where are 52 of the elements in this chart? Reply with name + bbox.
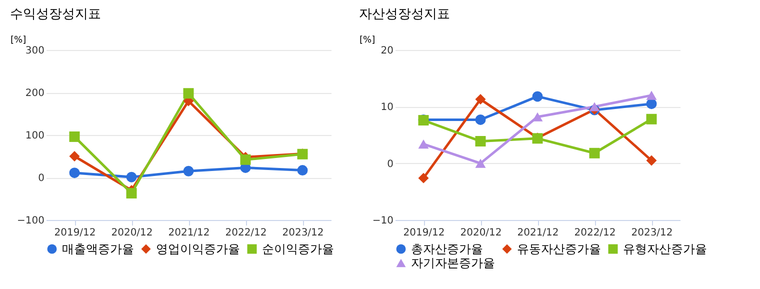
y-tick-label: 0 [38,173,44,184]
y-axis-title: [%] [360,36,376,46]
y-axis-title: [%] [10,36,26,46]
x-tick-label: 2019/12 [403,228,445,238]
x-tick-label: 2019/12 [54,228,96,238]
point [69,168,80,178]
y-tick-label: 0 [387,158,394,170]
point [183,88,194,99]
x-tick-label: 2023/12 [631,228,673,238]
x-tick-label: 2023/12 [282,228,324,238]
point [646,98,657,110]
legend-label: 매출액증가율 [62,242,134,256]
y-tick-label: 300 [25,46,44,56]
point [297,165,308,176]
point [475,114,486,125]
point [475,94,486,105]
legend-label: 자기자본증가율 [411,256,495,270]
legend-label: 유형자산증가율 [623,242,707,256]
x-tick-label: 2020/12 [111,228,153,238]
point [418,172,429,184]
point [589,148,600,158]
chart-title: 수익성장성지표 [10,7,101,22]
x-tick-label: 2020/12 [460,228,502,238]
point [126,172,137,182]
point [646,90,657,100]
point [183,166,194,176]
point [532,91,543,102]
legend-label: 순이익증가율 [262,242,334,256]
point [418,140,429,149]
point [69,131,80,142]
point [589,102,600,112]
y-tick-label: −100 [17,216,44,226]
legend-label: 유동자산증가율 [517,242,601,256]
point [646,155,657,166]
y-tick-label: −10 [372,216,394,226]
y-tick-label: 10 [380,102,394,114]
point [475,158,486,168]
x-tick-label: 2022/12 [574,228,616,238]
point [475,136,486,146]
x-tick-label: 2021/12 [517,228,559,238]
chart-title: 자산성장성지표 [359,7,450,22]
y-tick-label: 100 [25,130,44,142]
legend-label: 영업이익증가율 [156,242,240,256]
y-tick-label: 200 [25,88,44,99]
legend-label: 총자산증가율 [411,242,483,256]
x-tick-label: 2022/12 [225,228,267,238]
point [646,114,657,124]
point [126,188,137,198]
x-tick-label: 2021/12 [168,228,210,238]
y-tick-label: 20 [380,46,394,56]
point [240,154,251,165]
point [69,151,80,162]
